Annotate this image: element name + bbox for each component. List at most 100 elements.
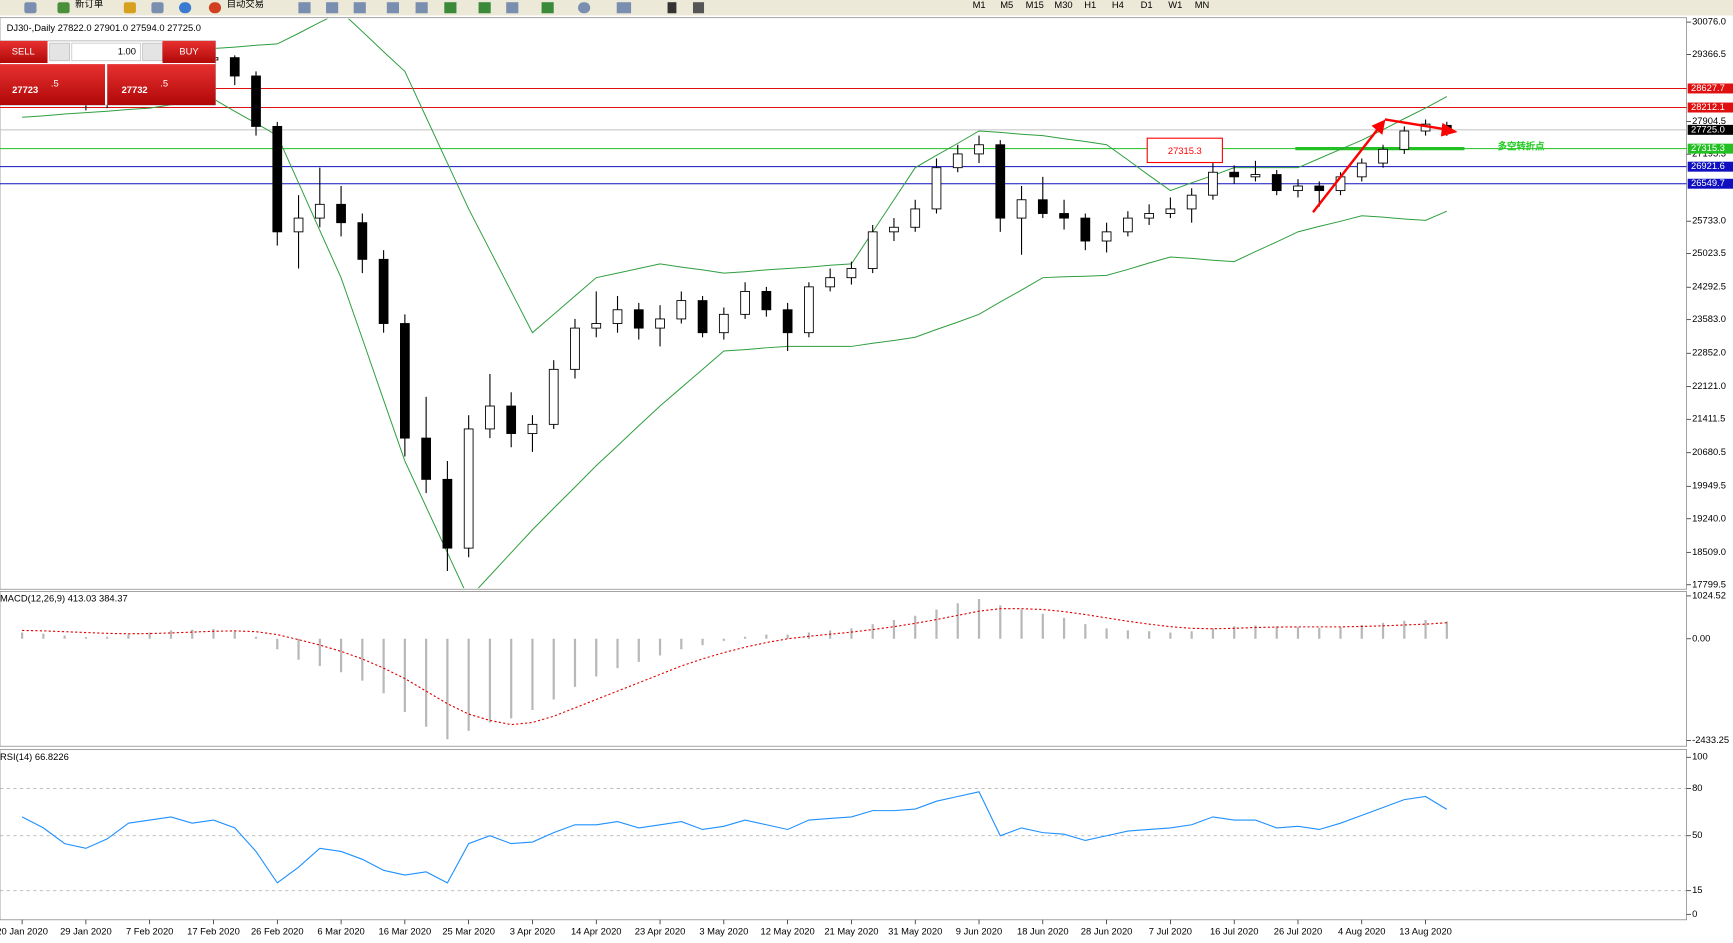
- x-tick-label: 3 Apr 2020: [510, 925, 555, 936]
- candle-body: [1016, 199, 1027, 219]
- x-tick-label: 9 Jun 2020: [956, 925, 1002, 936]
- rsi-plot: [0, 788, 1687, 892]
- timeframe-button[interactable]: M15: [1026, 0, 1044, 10]
- y-tick-label: 22852.0: [1692, 347, 1726, 358]
- level-tag: [1687, 124, 1733, 135]
- y-tick-label: 20680.5: [1692, 446, 1726, 457]
- x-tick-label: 26 Feb 2020: [251, 925, 304, 936]
- candle-body: [676, 300, 687, 320]
- lot-value[interactable]: 1.00: [118, 45, 136, 56]
- candle-body: [293, 217, 304, 233]
- x-tick-label: 18 Jun 2020: [1017, 925, 1069, 936]
- candle-body: [314, 203, 325, 219]
- ask-pips[interactable]: .5: [160, 78, 168, 89]
- rsi-line: [21, 791, 1448, 884]
- y-tick-label: 27904.5: [1692, 115, 1726, 126]
- level-tag-label: 27725.0: [1691, 123, 1725, 134]
- x-tick-label: 4 Aug 2020: [1338, 925, 1385, 936]
- timeframe-button[interactable]: M30: [1054, 0, 1072, 10]
- macd-plot: [20, 599, 1448, 740]
- macd-panel: [0, 591, 1687, 747]
- candle-body: [1123, 217, 1133, 233]
- toolbar-button[interactable]: 新订单: [75, 0, 103, 9]
- x-tick-label: 14 Apr 2020: [571, 925, 622, 936]
- timeframe-button[interactable]: D1: [1141, 0, 1153, 10]
- lot-spinner[interactable]: [49, 42, 70, 62]
- x-tick-label: 7 Feb 2020: [126, 925, 173, 936]
- x-tick-label: 25 Mar 2020: [442, 925, 495, 936]
- y-tick-label: 30076.0: [1692, 16, 1726, 27]
- candle-body: [1165, 208, 1176, 214]
- x-tick-label: 23 Apr 2020: [635, 925, 686, 936]
- lot-spinner[interactable]: [142, 42, 163, 62]
- candle-body: [655, 318, 665, 329]
- candle-body: [442, 478, 453, 549]
- candle-body: [251, 75, 261, 127]
- candle-body: [1037, 199, 1048, 214]
- timeframe-button[interactable]: M5: [1000, 0, 1013, 10]
- ask-box[interactable]: [107, 64, 216, 106]
- sell-button[interactable]: [0, 40, 48, 64]
- candle-body: [1229, 171, 1240, 178]
- level-tag-label: 26549.7: [1691, 177, 1725, 188]
- price-callout-box: [1146, 137, 1223, 164]
- level-tag: [1687, 83, 1733, 94]
- candle-body: [1059, 213, 1069, 219]
- candle-body: [1250, 174, 1261, 178]
- x-tick-label: 16 Jul 2020: [1210, 925, 1258, 936]
- y-tick-label: 19949.5: [1692, 480, 1726, 491]
- axes: 30076.029366.527904.527195.325733.025023…: [0, 16, 1733, 936]
- candle-body: [570, 327, 580, 370]
- candle-body: [1080, 217, 1091, 242]
- candle-body: [931, 167, 942, 210]
- candle-body: [697, 300, 708, 334]
- level-tag-label: 28627.7: [1691, 82, 1725, 93]
- ask-price[interactable]: 27732: [122, 84, 148, 95]
- candle-body: [1186, 194, 1197, 210]
- candle-body: [400, 323, 410, 439]
- bid-price[interactable]: 27723: [12, 84, 38, 95]
- buy-label[interactable]: BUY: [179, 45, 199, 56]
- buy-button[interactable]: [162, 40, 216, 64]
- timeframe-button[interactable]: W1: [1168, 0, 1182, 10]
- lot-input[interactable]: [71, 42, 141, 62]
- candle-body: [336, 203, 346, 224]
- sell-label[interactable]: SELL: [12, 45, 35, 56]
- bid-box[interactable]: [0, 64, 105, 106]
- toolbar: [0, 0, 1733, 16]
- y-tick-label: 15: [1692, 884, 1702, 895]
- y-tick-label: 50: [1692, 829, 1702, 840]
- level-tag-label: 26921.6: [1691, 160, 1725, 171]
- candle-body: [421, 437, 431, 480]
- timeframe-button[interactable]: M1: [973, 0, 986, 10]
- timeframe-button[interactable]: H4: [1112, 0, 1124, 10]
- candle-body: [761, 290, 772, 311]
- x-tick-label: 17 Feb 2020: [187, 925, 240, 936]
- price-callout: 27315.3: [1168, 145, 1202, 156]
- y-tick-label: 1024.52: [1692, 589, 1726, 600]
- timeframe-button[interactable]: MN: [1195, 0, 1210, 10]
- candle-body: [591, 323, 602, 329]
- y-tick-label: 0: [1692, 908, 1697, 919]
- candle-body: [825, 277, 836, 288]
- y-tick-label: 80: [1692, 782, 1702, 793]
- candle-body: [1356, 162, 1367, 178]
- candle-body: [804, 286, 814, 334]
- toolbar-button[interactable]: 自动交易: [227, 0, 265, 9]
- timeframe-bar: M1 M5 M15 M30 H1 H4 D1 W1 MN: [973, 0, 1210, 10]
- y-tick-label: -2433.25: [1692, 734, 1729, 745]
- timeframe-button[interactable]: H1: [1084, 0, 1096, 10]
- candle-body: [229, 57, 240, 77]
- price-plot: [0, 18, 1687, 589]
- x-tick-label: 28 Jun 2020: [1081, 925, 1133, 936]
- x-tick-label: 20 Jan 2020: [0, 925, 48, 936]
- level-tag-label: 27315.3: [1691, 142, 1725, 153]
- candle-body: [1271, 174, 1282, 192]
- y-tick-label: 23583.0: [1692, 313, 1726, 324]
- x-tick-label: 26 Jul 2020: [1274, 925, 1322, 936]
- price-panel: [0, 17, 1687, 590]
- bid-pips[interactable]: .5: [51, 78, 59, 89]
- level-tag: [1687, 102, 1733, 113]
- candle-body: [995, 144, 1006, 219]
